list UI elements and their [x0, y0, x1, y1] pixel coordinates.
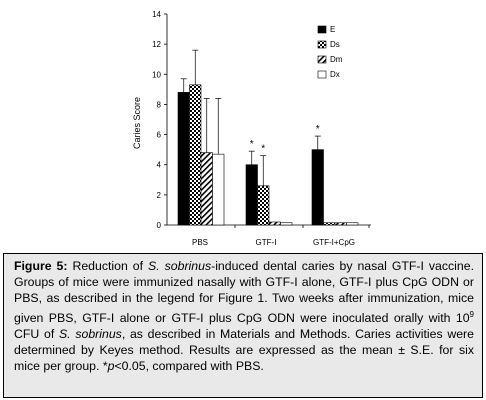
figure-caption: Figure 5: Reduction of S. sobrinus-induc… — [3, 253, 483, 398]
category-label: PBS — [192, 238, 208, 247]
caption-p: p — [107, 358, 115, 373]
legend: E Ds Dm Dx — [317, 25, 343, 79]
bar-ds-gtf-i — [257, 185, 270, 226]
legend-swatch-ds — [317, 40, 327, 49]
y-tick-label: 8 — [157, 100, 162, 109]
bar-ds-gtf-i-cpg — [323, 222, 336, 226]
bar-e-gtf-i-cpg — [311, 149, 324, 226]
legend-swatch-dm — [317, 55, 327, 64]
y-tick-label: 0 — [157, 221, 162, 230]
bar-dm-gtf-i-cpg — [334, 222, 347, 226]
caption-species-2: S. sobrinus — [58, 326, 122, 341]
y-axis-label: Caries Score — [132, 97, 142, 149]
caption-text-5: <0.05, compared with PBS. — [114, 358, 264, 373]
caption-label: Figure 5: — [14, 259, 68, 273]
y-tick-label: 4 — [157, 161, 162, 170]
bar-e-pbs — [177, 92, 190, 226]
legend-label-dx: Dx — [330, 70, 340, 79]
labels: 0 2 4 6 8 10 12 14 PBS GTF-I GTF-I+CpG * * * — [152, 10, 355, 247]
bar-ds-pbs — [189, 84, 202, 226]
significance-marker: * — [261, 144, 265, 155]
significance-marker: * — [316, 124, 320, 135]
caption-text-3: CFU of — [14, 326, 59, 341]
legend-swatch-e — [317, 25, 327, 34]
bar-e-gtf-i — [245, 164, 258, 226]
legend-label-e: E — [330, 25, 335, 34]
bar-dx-gtf-i — [280, 222, 293, 226]
category-label: GTF-I+CpG — [313, 238, 355, 247]
y-tick-label: 10 — [152, 70, 161, 79]
significance-marker: * — [250, 139, 254, 150]
y-tick-label: 6 — [157, 131, 162, 140]
caption-text-4: , as described in Materials and Methods.… — [14, 326, 474, 373]
caption-text-1: Reduction of — [67, 259, 149, 273]
caption-text-2: -induced dental caries by nasal GTF-I va… — [14, 259, 474, 325]
y-tick-label: 2 — [157, 191, 162, 200]
caption-exponent: 9 — [469, 309, 474, 319]
legend-label-ds: Ds — [330, 40, 340, 49]
bar-dm-gtf-i — [268, 221, 281, 226]
legend-label-dm: Dm — [330, 55, 343, 64]
bar-dx-gtf-i-cpg — [346, 222, 359, 226]
y-tick-label: 14 — [152, 10, 161, 19]
bar-dm-pbs — [200, 152, 213, 226]
y-tick-label: 12 — [152, 40, 161, 49]
bar-dx-pbs — [212, 153, 225, 226]
bars — [177, 49, 359, 226]
caption-species: S. sobrinus — [148, 259, 212, 273]
category-label: GTF-I — [256, 238, 277, 247]
legend-swatch-dx — [317, 70, 327, 79]
